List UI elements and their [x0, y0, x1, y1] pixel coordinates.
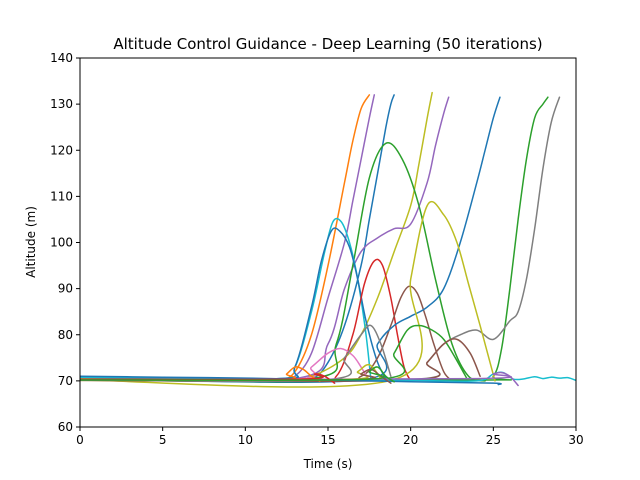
y-tick-label: 100: [50, 236, 73, 250]
series-line-8: [80, 227, 389, 382]
x-tick-label: 15: [320, 433, 335, 447]
chart-title: Altitude Control Guidance - Deep Learnin…: [113, 35, 542, 53]
y-tick-label: 80: [58, 328, 73, 342]
y-tick-label: 110: [50, 189, 73, 203]
y-axis-label: Altitude (m): [24, 206, 38, 278]
y-axis-ticks: 60 70 80 90 100 110 120 130 140: [50, 51, 80, 434]
x-tick-label: 30: [568, 433, 583, 447]
y-tick-label: 140: [50, 51, 73, 65]
series-line-6: [80, 141, 486, 383]
series-line-26: [80, 366, 395, 383]
y-tick-label: 120: [50, 143, 73, 157]
x-tick-label: 25: [486, 433, 501, 447]
y-tick-label: 90: [58, 282, 73, 296]
y-tick-label: 130: [50, 97, 73, 111]
series-line-19: [80, 324, 392, 382]
x-tick-label: 5: [159, 433, 167, 447]
x-axis-ticks: 0 5 10 15 20 25 30: [76, 427, 584, 447]
y-tick-label: 70: [58, 374, 73, 388]
x-axis-label: Time (s): [303, 457, 353, 471]
series-layer: [80, 91, 576, 388]
x-tick-label: 10: [238, 433, 253, 447]
x-tick-label: 20: [403, 433, 418, 447]
series-line-5: [80, 96, 450, 383]
x-tick-label: 0: [76, 433, 84, 447]
y-tick-label: 60: [58, 420, 73, 434]
series-line-14: [80, 200, 496, 388]
